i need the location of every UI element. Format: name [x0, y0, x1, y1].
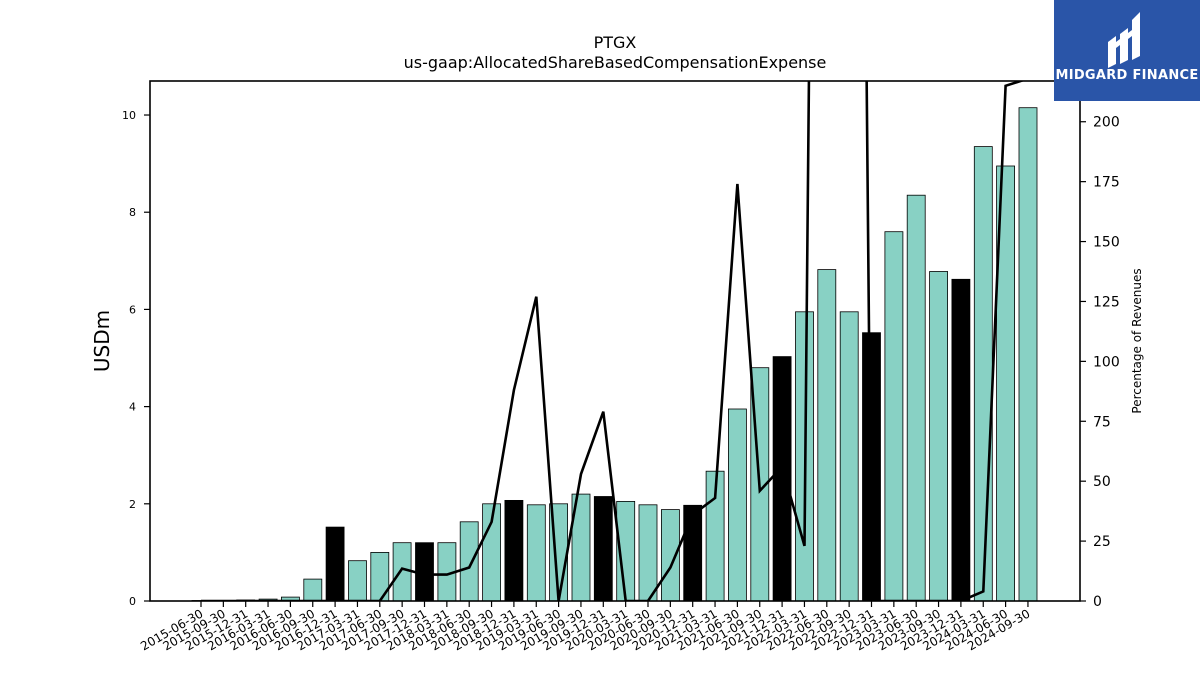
bar — [817, 269, 837, 602]
chart-subtitle: us-gaap:AllocatedShareBasedCompensationE… — [404, 53, 827, 72]
y2-axis-label: Percentage of Revenues — [1130, 268, 1144, 413]
bar-series — [191, 107, 1038, 602]
y-tick-label: 0 — [129, 595, 136, 608]
y2-tick-label: 200 — [1093, 115, 1120, 131]
bar — [459, 521, 479, 602]
y-tick-label: 10 — [122, 109, 136, 122]
bar — [839, 311, 859, 602]
bar — [929, 271, 948, 602]
y-axis-label: USDm — [90, 310, 114, 372]
y2-tick-label: 100 — [1093, 354, 1120, 370]
bar — [906, 194, 926, 602]
brand-logo: MIDGARD FINANCE — [1054, 0, 1200, 101]
y2-tick-label: 150 — [1093, 235, 1120, 251]
y-tick-label: 6 — [129, 303, 136, 316]
y-tick-label: 8 — [129, 206, 136, 219]
y-tick-label: 2 — [129, 498, 136, 511]
bar — [728, 408, 747, 602]
bar — [683, 504, 703, 602]
y2-tick-label: 0 — [1093, 594, 1102, 610]
bar — [348, 560, 367, 602]
y2-tick-label: 175 — [1093, 175, 1120, 191]
y-tick-label: 4 — [129, 401, 136, 414]
bar — [303, 578, 323, 602]
bar — [1018, 107, 1038, 602]
bar — [772, 356, 792, 602]
bar — [526, 504, 546, 602]
brand-name: MIDGARD FINANCE — [1055, 68, 1199, 83]
axes: 024681002550751001251501752002015-06-302… — [122, 80, 1120, 653]
bar — [973, 146, 993, 602]
chart-title: PTGX — [594, 33, 637, 52]
midgard-logo-icon — [1108, 12, 1140, 68]
bar — [593, 496, 613, 602]
y2-tick-label: 50 — [1093, 474, 1111, 490]
bar — [951, 278, 971, 602]
plot-frame — [149, 80, 1081, 602]
y2-tick-label: 75 — [1093, 414, 1111, 430]
bar — [884, 231, 904, 602]
bar — [325, 526, 345, 602]
bar — [392, 542, 412, 602]
y2-tick-label: 25 — [1093, 534, 1111, 550]
bar — [504, 499, 524, 602]
bar — [638, 504, 658, 602]
y2-tick-label: 125 — [1093, 294, 1120, 310]
